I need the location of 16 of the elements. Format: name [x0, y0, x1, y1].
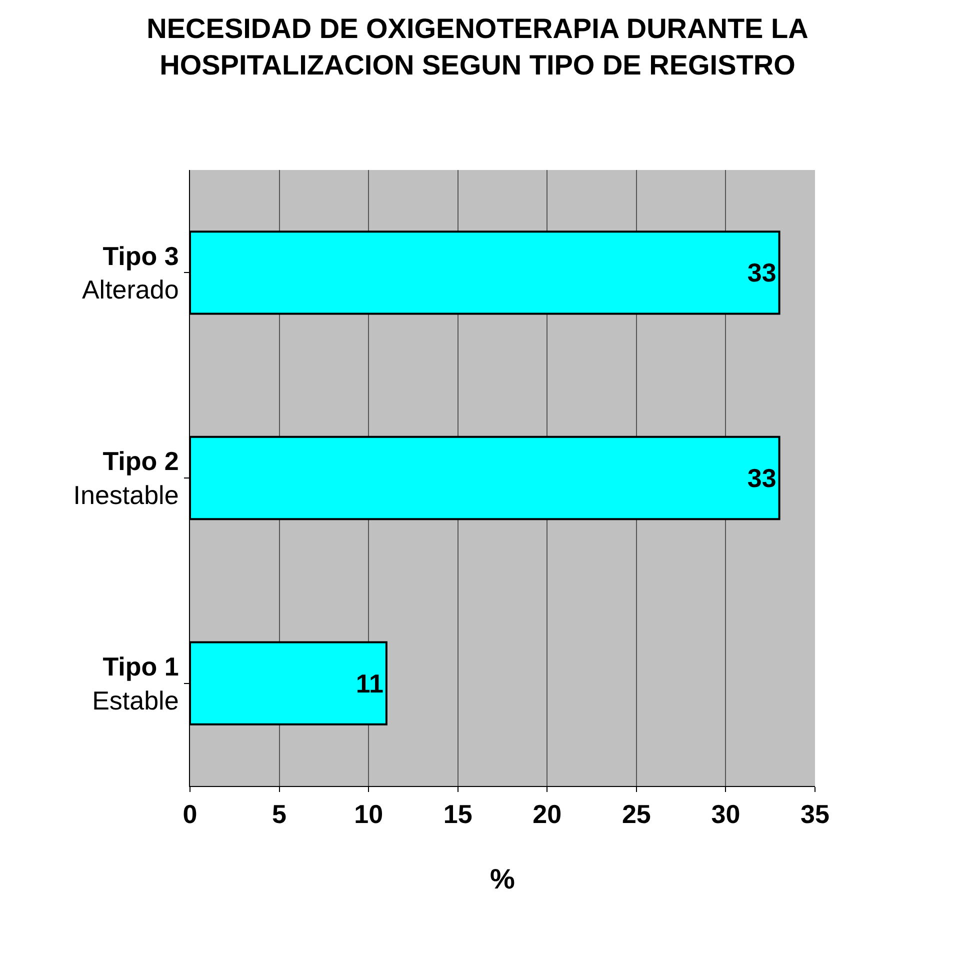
x-tick-label: 25 — [622, 799, 651, 830]
y-tick-label: Tipo 3 Alterado — [82, 240, 179, 305]
x-tick-label: 0 — [182, 799, 198, 830]
y-tick-label: Tipo 1 Estable — [92, 652, 179, 716]
x-tick-label: 5 — [272, 799, 287, 830]
data-label: 33 — [747, 258, 776, 288]
x-axis-title: % — [490, 863, 516, 894]
x-tick-label: 15 — [443, 799, 472, 830]
x-tick-label: 35 — [800, 799, 830, 830]
data-label: 11 — [356, 668, 384, 698]
x-tick-label: 20 — [532, 799, 562, 830]
data-label: 33 — [747, 463, 776, 493]
x-tick-label: 10 — [354, 799, 384, 830]
y-tick-label: Tipo 2 Inestable — [73, 446, 179, 510]
chart-title: NECESIDAD DE OXIGENOTERAPIA DURANTE LA HOSPITALIZACION SEGUN TIPO DE REGISTRO — [146, 13, 808, 81]
x-tick-label: 30 — [711, 799, 740, 830]
